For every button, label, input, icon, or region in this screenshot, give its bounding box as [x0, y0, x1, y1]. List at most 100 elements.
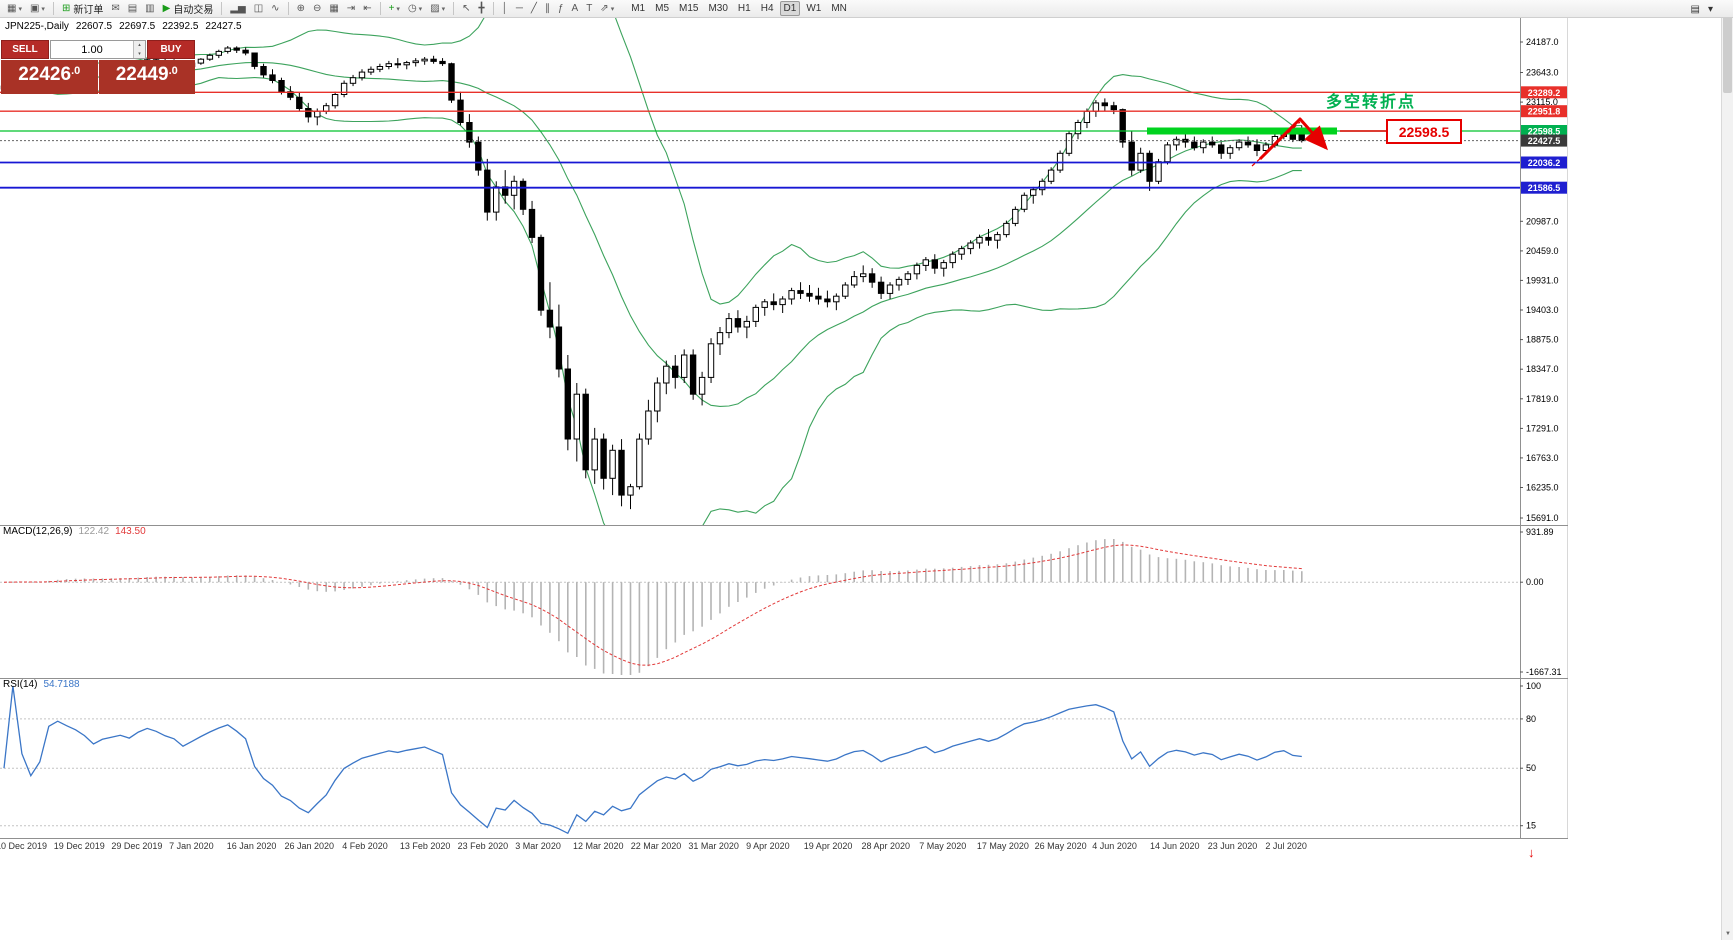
date-label[interactable]: 19 Apr 2020 [804, 841, 853, 851]
tile-windows-icon[interactable]: ▦ [329, 3, 339, 14]
date-label[interactable]: 29 Dec 2019 [111, 841, 162, 851]
date-label[interactable]: 23 Feb 2020 [458, 841, 509, 851]
cursor-icon[interactable]: ↖ [462, 3, 471, 14]
timeframe-m15-button[interactable]: M15 [679, 3, 699, 14]
scrollbar-thumb[interactable] [1723, 13, 1732, 93]
resistance-zone-bar[interactable] [1147, 127, 1337, 135]
trendline-icon[interactable]: ╱ [530, 3, 537, 14]
periods-icon[interactable]: ◷ ▾ [407, 3, 423, 14]
date-label[interactable]: 9 Apr 2020 [746, 841, 790, 851]
vertical-line-icon[interactable]: │ [501, 3, 508, 14]
date-label[interactable]: 31 Mar 2020 [688, 841, 739, 851]
templates-icon[interactable]: ▨ ▾ [430, 3, 446, 14]
date-label[interactable]: 14 Jun 2020 [1150, 841, 1200, 851]
line-chart-icon[interactable]: ∿ [271, 3, 280, 14]
candle-body [296, 96, 303, 110]
bar-chart-icon[interactable]: ▂▅ [230, 3, 246, 14]
text-icon[interactable]: A [571, 3, 579, 14]
timeframe-d1-button[interactable]: D1 [779, 1, 801, 16]
zoom-in-icon[interactable]: ⊕ [296, 3, 305, 14]
window-list-icon[interactable]: ▤ [1690, 4, 1700, 15]
y-axis-label: 19403.0 [1526, 305, 1559, 315]
candle-body [1209, 141, 1216, 146]
date-label[interactable]: 10 Dec 2019 [0, 841, 47, 851]
buy-price-display[interactable]: 22449 .0 [98, 60, 195, 94]
volume-up-icon[interactable]: ▴ [134, 41, 145, 50]
date-label[interactable]: 2 Jul 2020 [1265, 841, 1307, 851]
sell-button[interactable]: SELL [1, 40, 49, 59]
date-label[interactable]: 7 Jan 2020 [169, 841, 214, 851]
timeframe-mn-button[interactable]: MN [831, 3, 847, 14]
timeframe-h4-button[interactable]: H4 [760, 3, 774, 14]
timeframe-m5-button[interactable]: M5 [655, 3, 670, 14]
date-label[interactable]: 7 May 2020 [919, 841, 966, 851]
candle-body [824, 298, 831, 303]
macd-axis-label: 0.00 [1526, 577, 1544, 587]
date-label[interactable]: 23 Jun 2020 [1208, 841, 1258, 851]
y-axis-label: 20987.0 [1526, 216, 1559, 226]
candle-body [806, 292, 813, 297]
macd-signal-line [3, 544, 1302, 666]
date-label[interactable]: 13 Feb 2020 [400, 841, 451, 851]
new-order-button[interactable]: ⊞ 新订单 [61, 3, 104, 16]
timeframe-h1-button[interactable]: H1 [737, 3, 751, 14]
volume-down-icon[interactable]: ▾ [134, 49, 145, 58]
fibonacci-icon[interactable]: ƒ [557, 3, 564, 14]
autotrading-button[interactable]: ▶ 自动交易 [162, 3, 214, 16]
date-label[interactable]: 26 May 2020 [1035, 841, 1087, 851]
alerts-icon[interactable]: ✉ [111, 3, 120, 14]
zigzag-arrow[interactable] [1258, 117, 1329, 161]
turning-point-annotation[interactable]: 多空转折点 [1326, 94, 1417, 111]
vertical-scrollbar[interactable]: ▲ ▼ [1721, 0, 1733, 940]
date-label[interactable]: 4 Feb 2020 [342, 841, 388, 851]
date-label[interactable]: 16 Jan 2020 [227, 841, 277, 851]
candlestick-chart-icon[interactable]: ◫ [253, 3, 264, 14]
market-watch-icon[interactable]: ▤ [127, 3, 138, 14]
candle-body [725, 318, 733, 334]
charts-grid-icon[interactable]: ▦ ▾ [7, 3, 22, 14]
chart-profiles-icon[interactable]: ▣ ▾ [29, 3, 45, 14]
navigator-icon[interactable]: ▥ [145, 3, 155, 14]
chart-shift-icon[interactable]: ⇤ [363, 3, 372, 14]
chart-canvas[interactable]: 24187.0 23643.0 23115.0 20987.0 20459.0 19931… [0, 18, 1733, 940]
buy-button[interactable]: BUY [147, 40, 195, 59]
auto-scroll-icon[interactable]: ⇥ [346, 3, 356, 14]
candle-body [681, 354, 688, 378]
zoom-out-icon[interactable]: ⊖ [312, 3, 322, 14]
candle-body [251, 52, 258, 67]
date-label[interactable]: 26 Jan 2020 [285, 841, 335, 851]
date-label[interactable]: 22 Mar 2020 [631, 841, 682, 851]
channel-icon[interactable]: ∥ [544, 3, 550, 14]
timeframe-m1-button[interactable]: M1 [631, 3, 646, 14]
high-value: 22697.5 [119, 21, 156, 32]
date-label[interactable]: 12 Mar 2020 [573, 841, 624, 851]
crosshair-icon[interactable]: ╋ [478, 3, 485, 14]
timeframe-w1-button[interactable]: W1 [806, 3, 822, 14]
candle-body [1119, 109, 1126, 143]
candle-body [1101, 102, 1108, 107]
candle-body [260, 66, 267, 76]
macd-title: MACD(12,26,9) [3, 526, 73, 537]
candle-body [654, 382, 661, 412]
candle-body [1074, 122, 1082, 135]
candle-body [528, 208, 536, 238]
candle-body [1012, 208, 1019, 224]
sell-price-display[interactable]: 22426 .0 [1, 60, 98, 94]
label-icon[interactable]: T [586, 3, 593, 14]
horizontal-line-icon[interactable]: ─ [515, 3, 523, 14]
arrows-icon[interactable]: ⇗ ▾ [600, 3, 615, 14]
timeframe-m30-button[interactable]: M30 [708, 3, 728, 14]
candle-body [698, 376, 706, 395]
date-label[interactable]: 3 Mar 2020 [515, 841, 561, 851]
axis-badge-label: 21586.5 [1528, 183, 1561, 193]
scroll-down-icon[interactable]: ▼ [1725, 931, 1731, 937]
date-label[interactable]: 19 Dec 2019 [54, 841, 105, 851]
date-label[interactable]: 28 Apr 2020 [862, 841, 911, 851]
candle-body [752, 306, 759, 322]
indicators-icon[interactable]: + ▾ [388, 3, 400, 14]
volume-input[interactable] [51, 41, 133, 58]
date-label[interactable]: 17 May 2020 [977, 841, 1029, 851]
toolbar-options-icon[interactable]: ▾ [1707, 4, 1713, 15]
date-label[interactable]: 4 Jun 2020 [1092, 841, 1137, 851]
price-callout-label[interactable]: 22598.5 [1386, 119, 1462, 144]
